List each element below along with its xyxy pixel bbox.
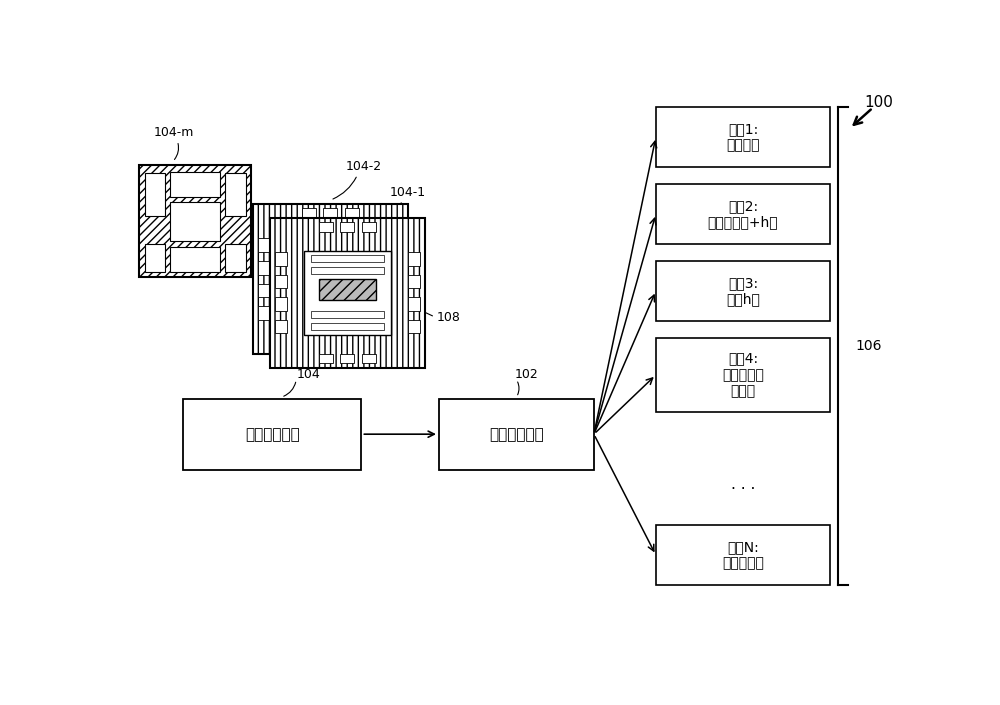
Bar — [302, 209, 316, 219]
Text: 类别1:
创建分叉: 类别1: 创建分叉 — [726, 122, 760, 152]
Bar — [275, 298, 287, 311]
Bar — [304, 251, 391, 335]
Bar — [183, 399, 361, 470]
Bar — [362, 354, 376, 364]
Text: 类别3:
创建h形: 类别3: 创建h形 — [726, 276, 760, 306]
Text: 104-2: 104-2 — [346, 160, 382, 173]
Text: 102: 102 — [515, 368, 539, 381]
Bar — [323, 209, 337, 219]
Bar — [408, 252, 420, 266]
Bar — [319, 222, 333, 232]
Bar — [258, 306, 270, 319]
Bar — [408, 298, 420, 311]
Bar — [145, 244, 165, 271]
Bar — [311, 266, 384, 274]
Bar — [311, 323, 384, 330]
Text: 类别4:
在边缘添加
水平线: 类别4: 在边缘添加 水平线 — [722, 352, 764, 398]
Bar — [362, 222, 376, 232]
Bar — [391, 238, 403, 252]
Bar — [170, 247, 220, 271]
Text: 104: 104 — [296, 368, 320, 381]
Bar — [391, 283, 403, 297]
Text: 输入布局文件: 输入布局文件 — [245, 427, 300, 441]
Bar — [408, 320, 420, 333]
Bar — [302, 340, 316, 350]
Bar — [656, 184, 830, 244]
Bar — [323, 340, 337, 350]
Bar — [340, 354, 354, 364]
Bar — [258, 261, 270, 274]
Bar — [258, 238, 270, 252]
Bar — [145, 173, 165, 216]
Bar — [319, 278, 376, 300]
Bar — [319, 354, 333, 364]
Bar — [170, 172, 220, 197]
Text: 机器学习模型: 机器学习模型 — [489, 427, 544, 441]
Bar — [311, 312, 384, 318]
Bar — [170, 202, 220, 241]
Text: . . .: . . . — [731, 477, 755, 493]
Bar — [275, 275, 287, 288]
Bar — [270, 218, 425, 368]
Bar — [253, 204, 408, 354]
Bar — [311, 255, 384, 262]
Text: 106: 106 — [855, 339, 882, 353]
Text: 104-1: 104-1 — [390, 186, 426, 200]
Bar — [391, 306, 403, 319]
Text: 108: 108 — [437, 311, 460, 324]
Bar — [439, 399, 594, 470]
Bar — [258, 283, 270, 297]
Text: 104-m: 104-m — [154, 125, 194, 138]
Bar — [340, 222, 354, 232]
Bar — [391, 261, 403, 274]
Bar — [225, 244, 246, 271]
Bar — [656, 338, 830, 412]
Bar — [408, 275, 420, 288]
Text: 100: 100 — [864, 94, 893, 110]
Bar — [656, 261, 830, 321]
Bar — [345, 209, 359, 219]
Text: 类别2:
双曲柄移动+h形: 类别2: 双曲柄移动+h形 — [708, 199, 778, 229]
Bar — [275, 320, 287, 333]
Bar — [287, 237, 374, 321]
Text: 类别N:
移除小曲柄: 类别N: 移除小曲柄 — [722, 540, 764, 570]
Bar — [275, 252, 287, 266]
Bar — [656, 525, 830, 585]
Bar — [345, 340, 359, 350]
Bar — [139, 166, 251, 277]
Bar — [656, 107, 830, 167]
Text: . .: . . — [265, 226, 278, 240]
Bar — [225, 173, 246, 216]
